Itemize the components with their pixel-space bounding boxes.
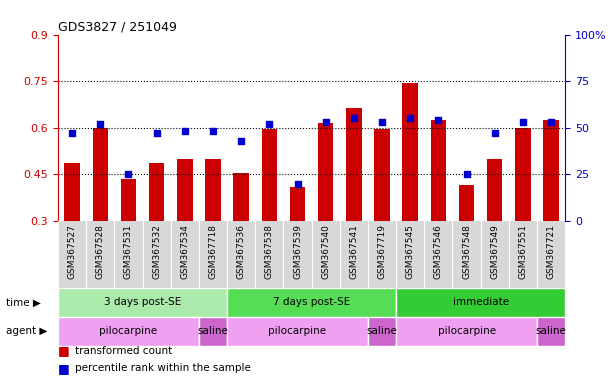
Point: [434, 117, 444, 123]
Bar: [431, 120, 446, 221]
Text: saline: saline: [367, 326, 398, 336]
Bar: [177, 159, 192, 221]
Bar: [58, 221, 86, 288]
Bar: [424, 221, 453, 288]
Text: GSM367534: GSM367534: [180, 224, 189, 279]
Bar: [509, 221, 537, 288]
Text: time ▶: time ▶: [6, 297, 41, 308]
Text: 7 days post-SE: 7 days post-SE: [273, 297, 350, 308]
Text: GSM367721: GSM367721: [547, 224, 555, 279]
Point: [518, 119, 528, 125]
Bar: [58, 288, 227, 317]
Bar: [375, 129, 390, 221]
Bar: [459, 185, 474, 221]
Text: GSM367528: GSM367528: [96, 224, 105, 279]
Bar: [86, 221, 114, 288]
Text: GSM367548: GSM367548: [462, 224, 471, 279]
Bar: [227, 288, 396, 317]
Bar: [487, 159, 502, 221]
Point: [462, 171, 472, 177]
Point: [95, 121, 105, 127]
Text: GSM367532: GSM367532: [152, 224, 161, 279]
Text: GDS3827 / 251049: GDS3827 / 251049: [58, 20, 177, 33]
Bar: [537, 317, 565, 346]
Bar: [92, 128, 108, 221]
Point: [377, 119, 387, 125]
Bar: [284, 221, 312, 288]
Bar: [312, 221, 340, 288]
Bar: [255, 221, 284, 288]
Point: [293, 180, 302, 187]
Bar: [396, 288, 565, 317]
Bar: [149, 163, 164, 221]
Point: [265, 121, 274, 127]
Point: [152, 130, 161, 136]
Bar: [543, 120, 559, 221]
Text: GSM367545: GSM367545: [406, 224, 415, 279]
Point: [123, 171, 133, 177]
Bar: [142, 221, 170, 288]
Bar: [515, 128, 531, 221]
Bar: [205, 159, 221, 221]
Point: [349, 115, 359, 121]
Point: [208, 128, 218, 134]
Bar: [537, 221, 565, 288]
Text: GSM367549: GSM367549: [490, 224, 499, 279]
Bar: [396, 317, 537, 346]
Point: [321, 119, 331, 125]
Text: GSM367527: GSM367527: [68, 224, 76, 279]
Text: ■: ■: [58, 362, 70, 374]
Text: pilocarpine: pilocarpine: [437, 326, 496, 336]
Bar: [368, 221, 396, 288]
Text: GSM367719: GSM367719: [378, 224, 387, 279]
Text: immediate: immediate: [453, 297, 509, 308]
Bar: [318, 123, 334, 221]
Bar: [64, 163, 80, 221]
Bar: [227, 317, 368, 346]
Text: pilocarpine: pilocarpine: [100, 326, 158, 336]
Text: agent ▶: agent ▶: [6, 326, 48, 336]
Bar: [403, 83, 418, 221]
Text: GSM367536: GSM367536: [236, 224, 246, 279]
Text: 3 days post-SE: 3 days post-SE: [104, 297, 181, 308]
Text: transformed count: transformed count: [75, 346, 172, 356]
Text: GSM367546: GSM367546: [434, 224, 443, 279]
Bar: [170, 221, 199, 288]
Bar: [114, 221, 142, 288]
Bar: [290, 187, 306, 221]
Text: GSM367541: GSM367541: [349, 224, 359, 279]
Text: GSM367718: GSM367718: [208, 224, 218, 279]
Text: GSM367539: GSM367539: [293, 224, 302, 279]
Point: [67, 130, 77, 136]
Point: [236, 137, 246, 144]
Text: percentile rank within the sample: percentile rank within the sample: [75, 363, 251, 373]
Bar: [58, 317, 199, 346]
Text: GSM367538: GSM367538: [265, 224, 274, 279]
Point: [405, 115, 415, 121]
Bar: [481, 221, 509, 288]
Point: [490, 130, 500, 136]
Text: pilocarpine: pilocarpine: [268, 326, 327, 336]
Text: saline: saline: [197, 326, 229, 336]
Bar: [396, 221, 424, 288]
Bar: [340, 221, 368, 288]
Point: [546, 119, 556, 125]
Bar: [453, 221, 481, 288]
Bar: [368, 317, 396, 346]
Bar: [227, 221, 255, 288]
Bar: [121, 179, 136, 221]
Text: GSM367531: GSM367531: [124, 224, 133, 279]
Point: [180, 128, 189, 134]
Bar: [346, 108, 362, 221]
Text: ■: ■: [58, 344, 70, 357]
Bar: [199, 317, 227, 346]
Text: saline: saline: [536, 326, 566, 336]
Bar: [233, 173, 249, 221]
Text: GSM367551: GSM367551: [518, 224, 527, 279]
Bar: [199, 221, 227, 288]
Bar: [262, 129, 277, 221]
Text: GSM367540: GSM367540: [321, 224, 330, 279]
